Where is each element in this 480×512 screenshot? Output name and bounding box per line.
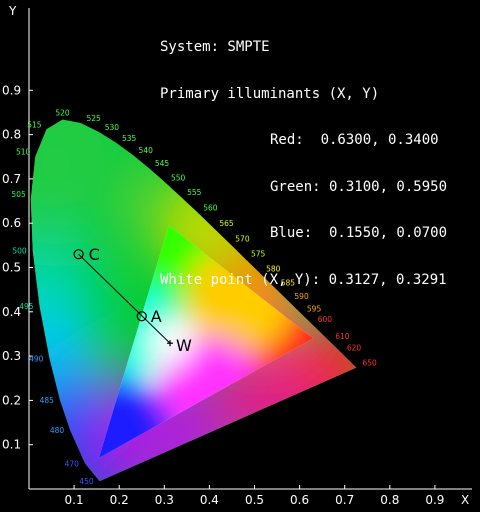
wavelength-label-450: 450	[79, 477, 94, 486]
marker-layer: C AW	[73, 245, 192, 355]
y-tick-label-1: 0.2	[2, 393, 21, 407]
x-tick-label-2: 0.3	[155, 493, 174, 507]
x-tick-label-0: 0.1	[65, 493, 84, 507]
axes: 0.1 0.2 0.3 0.4 0.5 0.6 0.7 0.8 0.9 0.1 0.2 0.3 0.4 0…	[2, 4, 472, 507]
wavelength-label-520: 520	[55, 109, 70, 118]
x-axis-label: X	[461, 493, 469, 507]
wavelength-label-500: 500	[12, 246, 27, 255]
wavelength-label-590: 590	[294, 292, 309, 301]
x-tick-label-5: 0.6	[290, 493, 309, 507]
wavelength-label-580: 580	[266, 264, 281, 273]
wavelength-label-535: 535	[122, 134, 137, 143]
x-tick-label-8: 0.9	[425, 493, 444, 507]
y-axis-label: Y	[8, 4, 17, 18]
wavelength-label-545: 545	[155, 159, 170, 168]
wavelength-label-505: 505	[11, 190, 26, 199]
marker-a-label: A	[151, 307, 162, 326]
info-panel: System: SMPTE Primary illuminants (X, Y)…	[160, 9, 447, 319]
x-tick-label-1: 0.2	[110, 493, 129, 507]
primaries-title: Primary illuminants (X, Y)	[160, 85, 380, 102]
marker-a-circle	[136, 311, 147, 322]
system-text: System: SMPTE	[160, 39, 270, 55]
wavelength-label-480: 480	[50, 426, 65, 435]
x-tick-label-4: 0.5	[245, 493, 264, 507]
wavelength-label-600: 600	[318, 315, 333, 324]
wavelength-label-555: 555	[187, 188, 202, 197]
wavelength-label-530: 530	[105, 123, 120, 132]
wavelength-label-650: 650	[362, 359, 377, 368]
wavelength-label-495: 495	[19, 302, 34, 311]
x-tick-label-3: 0.4	[200, 493, 219, 507]
wavelength-label-585: 585	[281, 279, 296, 288]
wavelength-label-485: 485	[40, 396, 55, 405]
wavelength-label-595: 595	[307, 304, 322, 313]
wavelength-label-490: 490	[29, 354, 44, 363]
wavelength-label-515: 515	[27, 120, 42, 129]
wavelength-labels: 4504704804854904955005055105155205255305…	[11, 109, 377, 487]
wavelength-label-575: 575	[251, 250, 266, 259]
wavelength-label-510: 510	[16, 148, 31, 157]
marker-c-label: C	[89, 245, 100, 264]
marker-connector-line	[78, 253, 171, 344]
y-tick-label-6: 0.7	[2, 172, 21, 186]
red-primary-text: Red: 0.6300, 0.3400	[270, 132, 439, 148]
wavelength-label-560: 560	[203, 203, 218, 212]
blue-primary-text: Blue: 0.1550, 0.0700	[270, 225, 448, 241]
y-tick-label-0: 0.1	[2, 438, 21, 452]
y-tick-label-2: 0.3	[2, 349, 21, 363]
x-tick-label-6: 0.7	[335, 493, 354, 507]
y-tick-label-7: 0.8	[2, 128, 21, 142]
y-tick-label-3: 0.4	[2, 305, 21, 319]
x-tick-label-7: 0.8	[380, 493, 399, 507]
y-tick-label-8: 0.9	[2, 83, 21, 97]
y-tick-label-4: 0.5	[2, 261, 21, 275]
wavelength-label-470: 470	[65, 459, 80, 468]
green-primary-text: Green: 0.3100, 0.5950	[270, 178, 448, 195]
wavelength-label-565: 565	[219, 219, 234, 228]
wavelength-label-570: 570	[235, 234, 250, 243]
white-point-text: White point (X, Y): 0.3127, 0.3291	[160, 271, 447, 288]
marker-c-circle	[73, 249, 84, 260]
y-tick-label-5: 0.6	[2, 216, 21, 230]
wavelength-label-620: 620	[347, 343, 362, 352]
wavelength-label-540: 540	[139, 146, 154, 155]
marker-w-label: W	[176, 336, 192, 355]
wavelength-label-550: 550	[171, 173, 186, 182]
wavelength-label-525: 525	[87, 114, 102, 123]
wavelength-label-610: 610	[335, 332, 350, 341]
